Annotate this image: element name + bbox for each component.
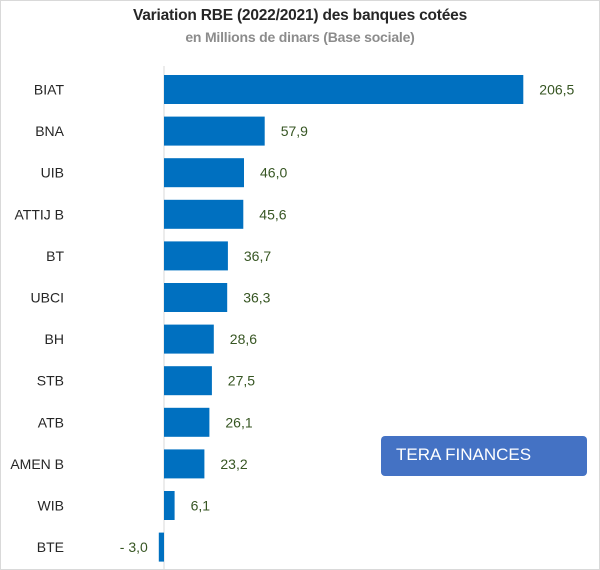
category-label: BTE <box>37 539 64 555</box>
value-label: 27,5 <box>228 373 255 389</box>
value-label: 23,2 <box>220 456 247 472</box>
value-label: 36,3 <box>243 290 270 306</box>
value-label: 57,9 <box>281 123 308 139</box>
category-label: BT <box>46 248 64 264</box>
bar-uib <box>164 158 244 188</box>
value-label: - 3,0 <box>120 539 148 555</box>
bar-bte <box>158 532 164 562</box>
category-label: BH <box>45 331 64 347</box>
category-label: WIB <box>38 498 64 514</box>
value-label: 26,1 <box>225 414 252 430</box>
chart-subtitle: en Millions de dinars (Base sociale) <box>185 29 415 45</box>
category-label: BIAT <box>34 82 65 98</box>
bar-bna <box>164 116 265 146</box>
bar-amen-b <box>164 449 205 479</box>
category-label: AMEN B <box>10 456 64 472</box>
value-label: 46,0 <box>260 165 287 181</box>
category-label: STB <box>37 373 64 389</box>
bar-biat <box>164 75 524 104</box>
category-label: UIB <box>41 165 64 181</box>
value-label: 206,5 <box>539 82 574 98</box>
value-label: 6,1 <box>191 498 211 514</box>
value-label: 28,6 <box>230 331 257 347</box>
bar-wib <box>164 491 175 520</box>
bar-stb <box>164 366 212 396</box>
bar-ubci <box>164 283 228 312</box>
value-label: 36,7 <box>244 248 271 264</box>
chart-title: Variation RBE (2022/2021) des banques co… <box>132 7 468 24</box>
bar-bh <box>164 324 214 354</box>
category-label: UBCI <box>31 290 64 306</box>
category-label: ATTIJ B <box>14 206 64 222</box>
category-label: BNA <box>35 123 64 139</box>
tera-finances-badge: TERA FINANCES <box>381 436 587 476</box>
bar-bt <box>164 241 228 271</box>
category-label: ATB <box>38 414 64 430</box>
bar-atb <box>164 407 210 437</box>
bar-attij-b <box>164 199 244 229</box>
value-label: 45,6 <box>259 206 286 222</box>
